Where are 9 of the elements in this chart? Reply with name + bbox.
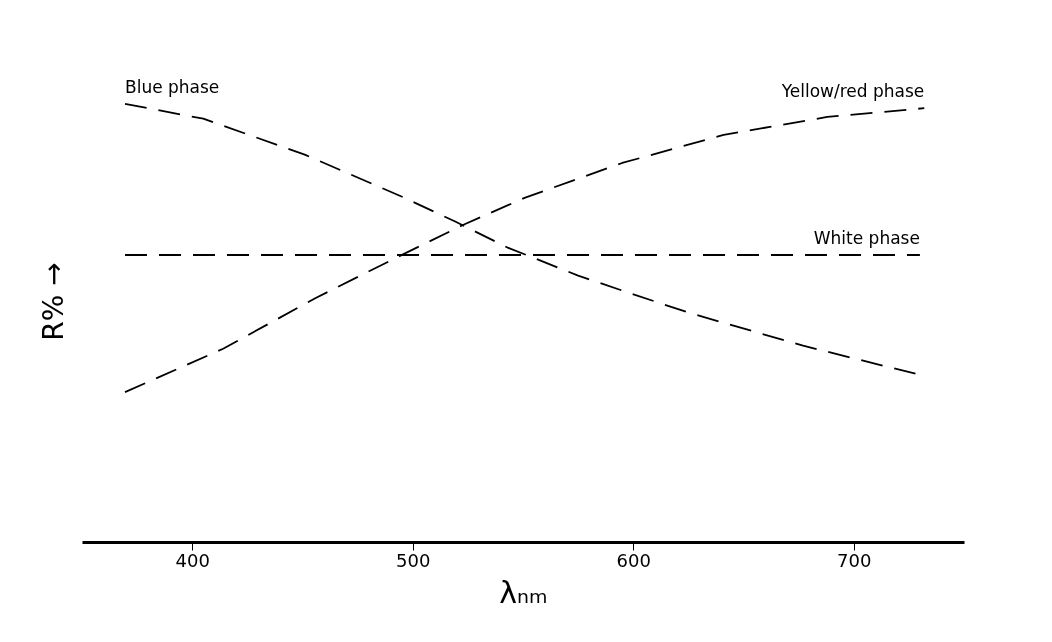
series-label: Yellow/red phase [780,81,925,102]
x-tick-label: 400 [175,549,210,571]
series-label: Blue phase [125,76,220,97]
y-axis-title: R% → [36,262,70,341]
x-tick-label: 600 [616,549,651,571]
x-tick-label: 500 [396,549,431,571]
series-label: White phase [813,227,920,248]
x-tick-label: 700 [837,549,872,571]
x-axis-title: λₙₘ [499,574,548,610]
